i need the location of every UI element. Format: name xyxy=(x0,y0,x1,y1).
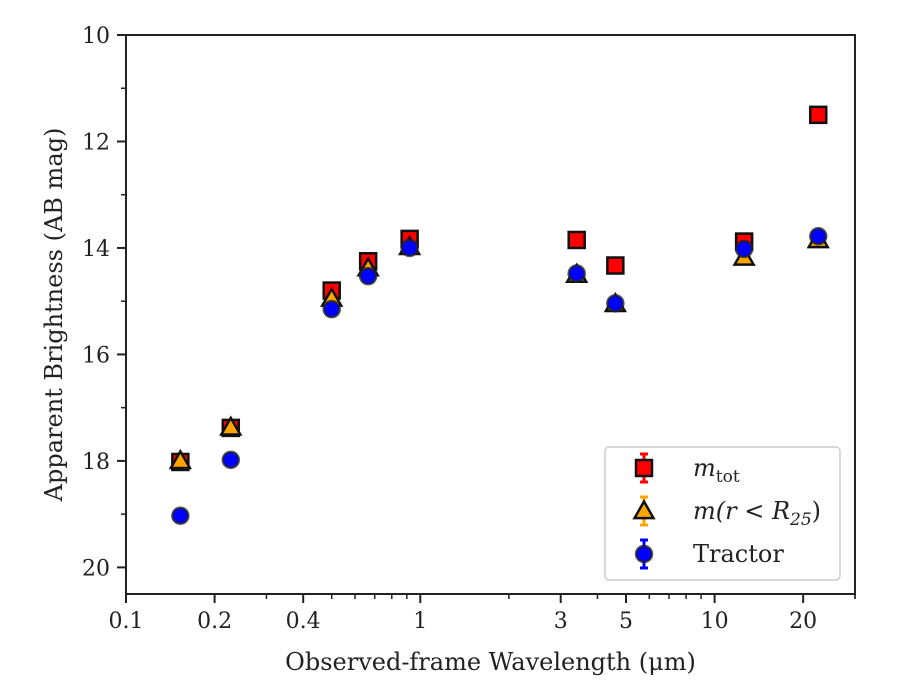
data-point-circle xyxy=(734,239,754,259)
y-tick-label: 20 xyxy=(82,556,110,581)
y-tick-label: 10 xyxy=(82,24,110,49)
y-tick-label: 16 xyxy=(82,343,110,368)
legend-label: mtot xyxy=(693,454,740,487)
y-tick-label: 12 xyxy=(82,130,110,155)
data-point-circle xyxy=(171,506,190,525)
data-point-circle xyxy=(606,294,625,313)
x-tick-label: 0.4 xyxy=(286,609,321,634)
x-tick-label: 3 xyxy=(554,609,568,634)
x-axis-label: Observed-frame Wavelength (μm) xyxy=(285,648,696,676)
legend: mtot m(r < R25) Tractor xyxy=(604,446,841,581)
data-point-square xyxy=(606,256,625,275)
series-square xyxy=(171,105,828,472)
data-point-circle xyxy=(808,226,828,246)
data-point-circle xyxy=(221,450,241,470)
axis-ticks: 10 12 14 16 18 20 0.1 0.2 0.4 1 3 5 10 20 xyxy=(82,24,856,634)
data-point-triangle xyxy=(219,415,243,436)
y-tick-label: 14 xyxy=(82,237,110,262)
plot-frame xyxy=(125,34,856,595)
legend-marker-square xyxy=(634,458,654,478)
y-tick-label: 18 xyxy=(82,450,110,475)
legend-box xyxy=(604,446,841,581)
x-tick-label: 20 xyxy=(789,609,817,634)
series-triangle xyxy=(168,227,830,470)
x-tick-label: 0.1 xyxy=(109,609,144,634)
x-tick-label: 10 xyxy=(701,609,729,634)
legend-marker-triangle xyxy=(632,498,656,520)
legend-label: Tractor xyxy=(693,540,784,568)
data-point-square xyxy=(808,105,828,125)
data-points xyxy=(168,105,830,525)
x-tick-label: 1 xyxy=(413,609,427,634)
series-circle xyxy=(171,226,828,525)
data-point-square xyxy=(567,230,586,250)
data-point-circle xyxy=(358,266,378,286)
data-point-triangle xyxy=(168,448,193,470)
data-point-circle xyxy=(400,238,419,258)
x-tick-label: 0.2 xyxy=(197,609,232,634)
legend-label: m(r < R25) xyxy=(693,497,821,530)
legend-marker-circle xyxy=(634,544,654,564)
x-tick-label: 5 xyxy=(619,609,633,634)
data-point-circle xyxy=(322,299,341,319)
y-axis-label: Apparent Brightness (AB mag) xyxy=(40,128,68,503)
data-point-circle xyxy=(567,264,586,283)
